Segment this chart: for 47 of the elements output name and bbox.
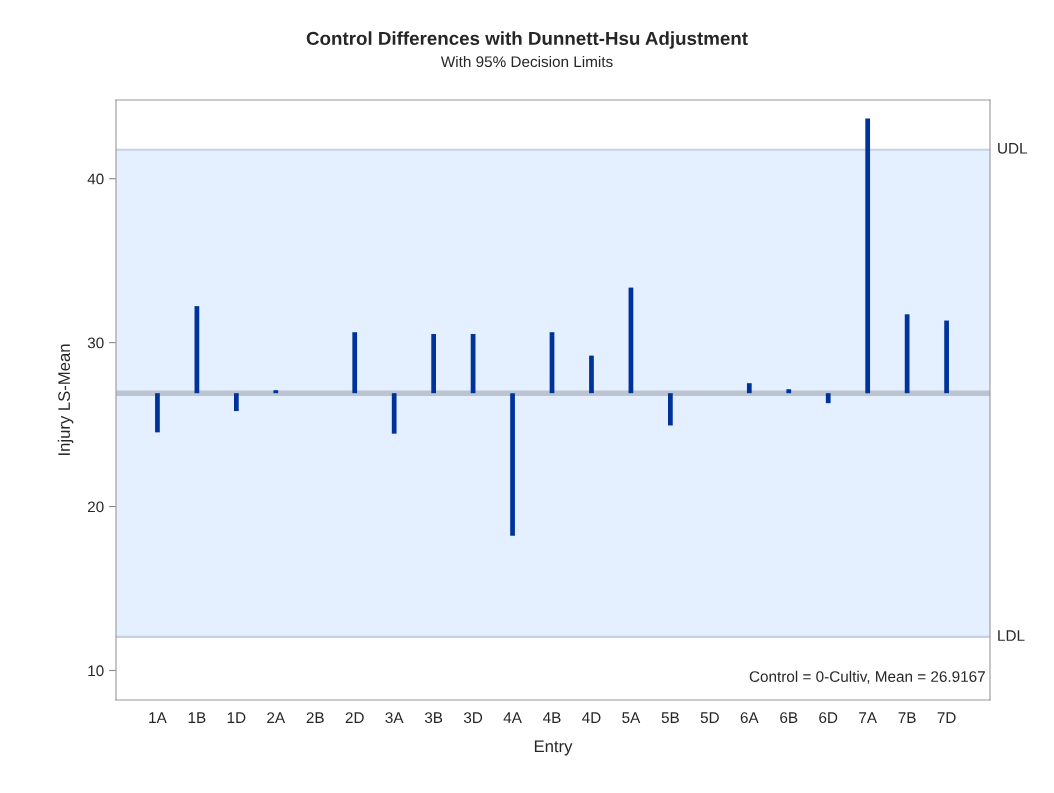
x-tick-label: 7D <box>937 712 956 723</box>
x-tick-label: 3A <box>385 712 404 724</box>
bar <box>668 393 673 426</box>
x-tick-label: 2D <box>345 712 364 723</box>
x-tick-label: 7B <box>898 712 916 723</box>
x-tick-label: 1D <box>227 712 246 723</box>
x-tick-label: 7A <box>859 712 877 723</box>
bar <box>865 118 871 394</box>
bar <box>944 320 949 394</box>
bar <box>155 393 160 433</box>
bar <box>746 383 752 394</box>
bar <box>904 314 910 394</box>
bar <box>786 389 792 394</box>
y-tick-label: 40 <box>87 173 104 185</box>
x-tick-label: 4D <box>582 712 601 723</box>
y-tick-label: 30 <box>87 337 104 349</box>
annotation: Control = 0-Cultiv, Mean = 26.9167 <box>749 670 985 684</box>
x-tick-label: 1B <box>188 712 206 723</box>
bar <box>391 393 397 434</box>
bar <box>589 355 594 394</box>
bar <box>431 333 437 394</box>
ref-line-label: LDL <box>998 630 1025 641</box>
ref-line-label: UDL <box>998 143 1028 154</box>
x-axis-title: Entry <box>534 740 573 756</box>
x-tick-label: 3D <box>463 712 483 724</box>
x-tick-label: 6B <box>780 712 798 724</box>
x-tick-label: 5B <box>661 712 679 724</box>
x-tick-label: 5D <box>700 712 719 724</box>
bar <box>233 393 239 412</box>
bar <box>273 390 279 394</box>
x-tick-label: 6A <box>740 712 759 724</box>
x-tick-label: 2A <box>267 712 286 723</box>
x-tick-label: 3B <box>424 712 443 724</box>
x-tick-label: 1A <box>149 712 167 723</box>
bar <box>352 332 358 394</box>
chart-title: Control Differences with Dunnett-Hsu Adjustment <box>306 31 748 49</box>
x-tick-label: 6D <box>819 712 838 724</box>
x-tick-label: 2B <box>306 712 324 723</box>
x-tick-label: 4A <box>503 712 522 723</box>
bar <box>825 393 831 404</box>
x-tick-label: 5A <box>622 712 641 724</box>
x-tick-label: 4B <box>543 712 561 723</box>
chart-subtitle: With 95% Decision Limits <box>440 55 613 68</box>
bar <box>510 393 515 536</box>
y-axis-title: Injury LS-Mean <box>57 344 74 455</box>
y-tick-label: 20 <box>87 501 104 513</box>
y-tick-label: 10 <box>88 665 104 677</box>
